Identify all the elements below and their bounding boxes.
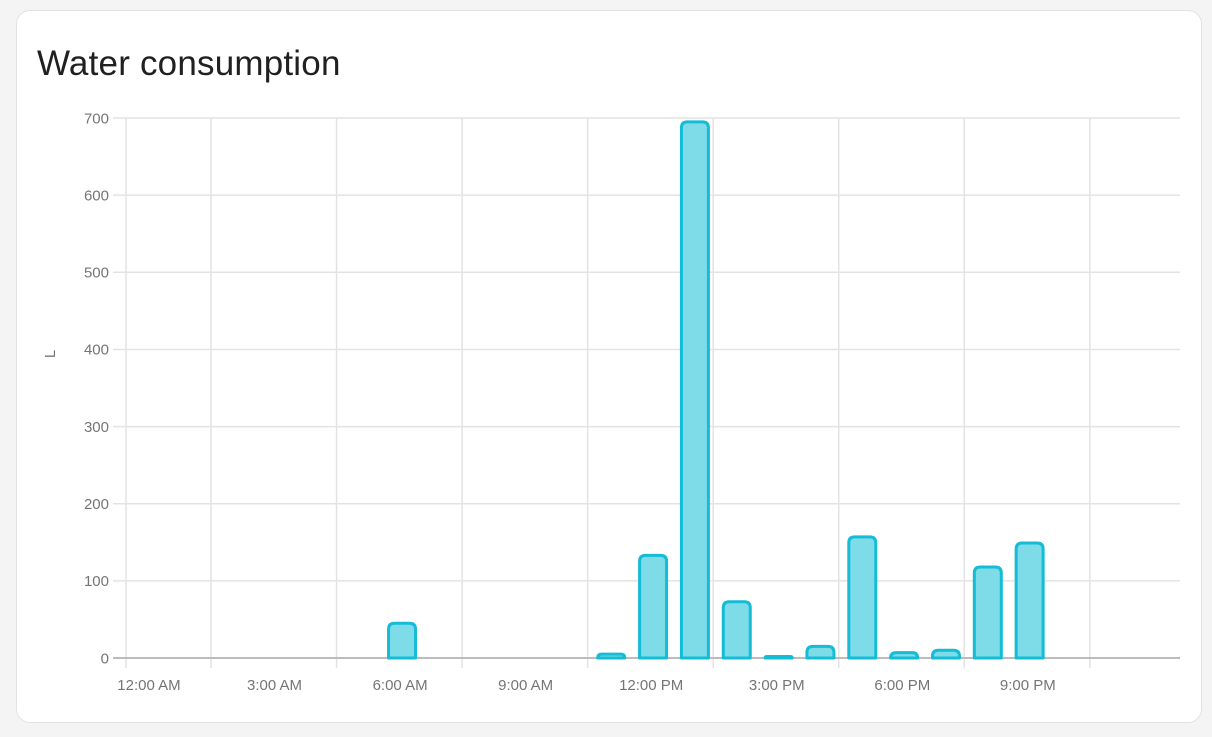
bar-6-pm[interactable]	[889, 651, 920, 660]
bar-11-am[interactable]	[596, 652, 627, 660]
bar-1-pm[interactable]	[679, 120, 710, 660]
bar-9-pm[interactable]	[1014, 541, 1045, 660]
bar-6-am[interactable]	[387, 621, 418, 660]
bar-7-pm[interactable]	[930, 648, 961, 660]
y-tick-label-700: 700	[84, 110, 109, 127]
x-tick-label-12-00-pm: 12:00 PM	[619, 677, 683, 694]
x-tick-label-6-00-pm: 6:00 PM	[874, 677, 930, 694]
bar-2-pm[interactable]	[721, 600, 752, 660]
y-tick-label-500: 500	[84, 265, 109, 282]
y-tick-label-0: 0	[101, 650, 109, 667]
card-title: Water consumption	[37, 44, 341, 83]
bar-5-pm[interactable]	[847, 535, 878, 660]
x-tick-label-3-00-pm: 3:00 PM	[749, 677, 805, 694]
y-tick-label-400: 400	[84, 342, 109, 359]
y-tick-label-200: 200	[84, 496, 109, 513]
x-tick-label-9-00-pm: 9:00 PM	[1000, 677, 1056, 694]
x-tick-label-12-00-am: 12:00 AM	[117, 677, 180, 694]
water-consumption-card: Water consumption 0 100 200 300 400 500 600 700…	[16, 10, 1202, 723]
bar-3-pm[interactable]	[763, 654, 794, 660]
x-tick-label-9-00-am: 9:00 AM	[498, 677, 553, 694]
x-tick-label-6-00-am: 6:00 AM	[373, 677, 428, 694]
x-tick-label-3-00-am: 3:00 AM	[247, 677, 302, 694]
bar-12-pm[interactable]	[638, 553, 669, 660]
water-consumption-chart: 0 100 200 300 400 500 600 700 12:00 AM 3:00 AM 6:0…	[42, 110, 1180, 694]
y-tick-label-100: 100	[84, 573, 109, 590]
bar-8-pm[interactable]	[972, 565, 1003, 660]
y-tick-label-300: 300	[84, 419, 109, 436]
y-tick-label-600: 600	[84, 187, 109, 204]
bar-4-pm[interactable]	[805, 644, 836, 660]
y-axis-title: L	[42, 350, 59, 358]
